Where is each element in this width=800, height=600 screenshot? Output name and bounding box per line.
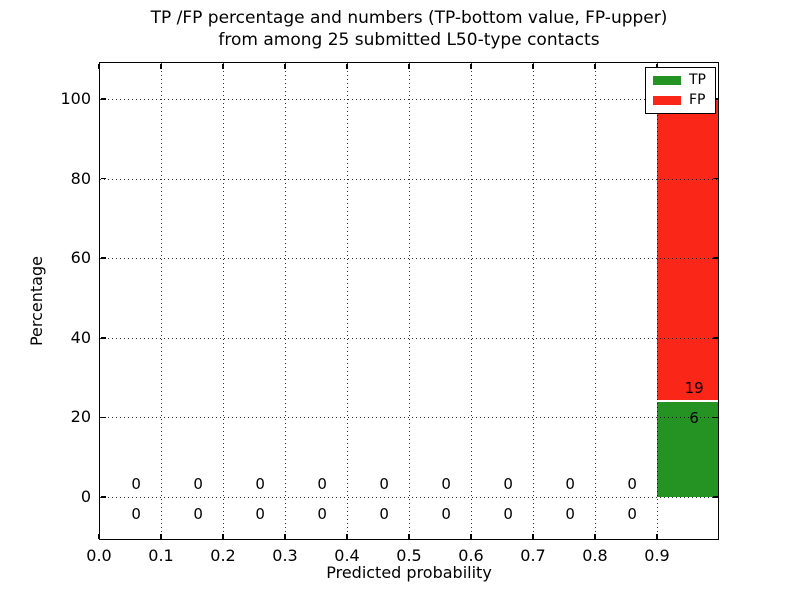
value-label-fp: 0 bbox=[131, 474, 141, 493]
x-tick-top bbox=[222, 63, 224, 69]
y-axis-label: Percentage bbox=[27, 256, 46, 347]
x-tick-label: 0.7 bbox=[520, 546, 546, 565]
x-tick-top bbox=[160, 63, 162, 69]
value-label-tp: 0 bbox=[565, 504, 575, 523]
value-label-tp: 0 bbox=[131, 504, 141, 523]
y-tick-right bbox=[712, 177, 718, 180]
y-tick-right bbox=[712, 257, 718, 259]
value-label-fp: 0 bbox=[379, 474, 389, 493]
value-label-fp: 0 bbox=[193, 474, 203, 493]
value-label-fp: 0 bbox=[255, 474, 265, 493]
x-tick-top bbox=[98, 63, 100, 69]
x-tick-label: 0.9 bbox=[644, 546, 670, 565]
value-label-fp: 19 bbox=[684, 379, 704, 398]
x-tick-label: 0.3 bbox=[272, 546, 298, 565]
chart-title: TP /FP percentage and numbers (TP-bottom… bbox=[99, 7, 719, 51]
x-tick-top bbox=[656, 63, 658, 69]
y-tick-label: 20 bbox=[70, 407, 91, 427]
y-tick-left bbox=[100, 257, 106, 259]
y-tick-right bbox=[712, 337, 718, 339]
fp-legend-swatch bbox=[653, 96, 681, 105]
value-label-fp: 0 bbox=[317, 474, 327, 493]
y-tick-right bbox=[712, 496, 718, 498]
x-tick-bottom bbox=[284, 533, 286, 539]
y-tick-right bbox=[712, 416, 718, 419]
tp-legend-swatch bbox=[653, 76, 681, 85]
x-tick-label: 0.5 bbox=[396, 546, 422, 565]
x-tick-label: 0.6 bbox=[458, 546, 484, 565]
x-gridline bbox=[347, 63, 348, 539]
x-tick-label: 0.8 bbox=[582, 546, 608, 565]
value-label-tp: 0 bbox=[379, 504, 389, 523]
x-tick-bottom bbox=[656, 533, 658, 539]
y-tick-label: 80 bbox=[70, 168, 91, 188]
y-tick-left bbox=[100, 416, 106, 419]
value-label-tp: 0 bbox=[317, 504, 327, 523]
value-label-tp: 0 bbox=[255, 504, 265, 523]
x-tick-bottom bbox=[594, 533, 596, 539]
value-label-fp: 0 bbox=[503, 474, 513, 493]
value-label-tp: 0 bbox=[441, 504, 451, 523]
y-tick-left bbox=[100, 177, 106, 180]
legend: TP FP bbox=[645, 67, 716, 114]
x-tick-bottom bbox=[408, 533, 410, 539]
x-tick-label: 0.0 bbox=[86, 546, 112, 565]
value-label-fp: 0 bbox=[441, 474, 451, 493]
x-tick-top bbox=[470, 63, 472, 69]
x-gridline bbox=[533, 63, 534, 539]
y-tick-left bbox=[100, 337, 106, 339]
legend-item-tp: TP bbox=[653, 73, 715, 88]
x-tick-top bbox=[346, 63, 348, 69]
x-gridline bbox=[595, 63, 596, 539]
x-tick-top bbox=[284, 63, 286, 69]
chart-title-line1: TP /FP percentage and numbers (TP-bottom… bbox=[150, 8, 668, 28]
tp-legend-label: TP bbox=[689, 72, 706, 88]
y-tick-left bbox=[100, 496, 106, 498]
bar-segment-fp bbox=[657, 99, 719, 402]
x-gridline bbox=[223, 63, 224, 539]
value-label-fp: 0 bbox=[627, 474, 637, 493]
bar-segment-separator bbox=[657, 400, 719, 403]
y-tick-label: 0 bbox=[80, 487, 91, 507]
y-tick-label: 60 bbox=[70, 248, 91, 268]
x-tick-top bbox=[532, 63, 534, 69]
x-tick-label: 0.1 bbox=[148, 546, 174, 565]
x-gridline bbox=[409, 63, 410, 539]
x-tick-top bbox=[408, 63, 410, 69]
fp-legend-label: FP bbox=[689, 92, 706, 108]
value-label-tp: 6 bbox=[689, 409, 699, 428]
x-axis-label: Predicted probability bbox=[326, 563, 492, 582]
value-label-tp: 0 bbox=[627, 504, 637, 523]
x-gridline bbox=[471, 63, 472, 539]
x-tick-bottom bbox=[532, 533, 534, 539]
x-tick-bottom bbox=[222, 533, 224, 539]
x-tick-bottom bbox=[98, 533, 100, 539]
x-gridline bbox=[161, 63, 162, 539]
value-label-tp: 0 bbox=[193, 504, 203, 523]
bar-segment-tp bbox=[657, 401, 719, 497]
value-label-tp: 0 bbox=[503, 504, 513, 523]
chart-title-line2: from among 25 submitted L50-type contact… bbox=[218, 30, 600, 50]
x-gridline bbox=[285, 63, 286, 539]
y-tick-label: 40 bbox=[70, 327, 91, 347]
x-tick-top bbox=[594, 63, 596, 69]
x-tick-bottom bbox=[470, 533, 472, 539]
legend-item-fp: FP bbox=[653, 93, 715, 108]
x-tick-label: 0.4 bbox=[334, 546, 360, 565]
x-gridline bbox=[657, 63, 658, 539]
x-tick-label: 0.2 bbox=[210, 546, 236, 565]
value-label-fp: 0 bbox=[565, 474, 575, 493]
x-tick-bottom bbox=[346, 533, 348, 539]
y-tick-left bbox=[100, 98, 106, 100]
x-tick-bottom bbox=[160, 533, 162, 539]
y-tick-label: 100 bbox=[60, 89, 91, 108]
